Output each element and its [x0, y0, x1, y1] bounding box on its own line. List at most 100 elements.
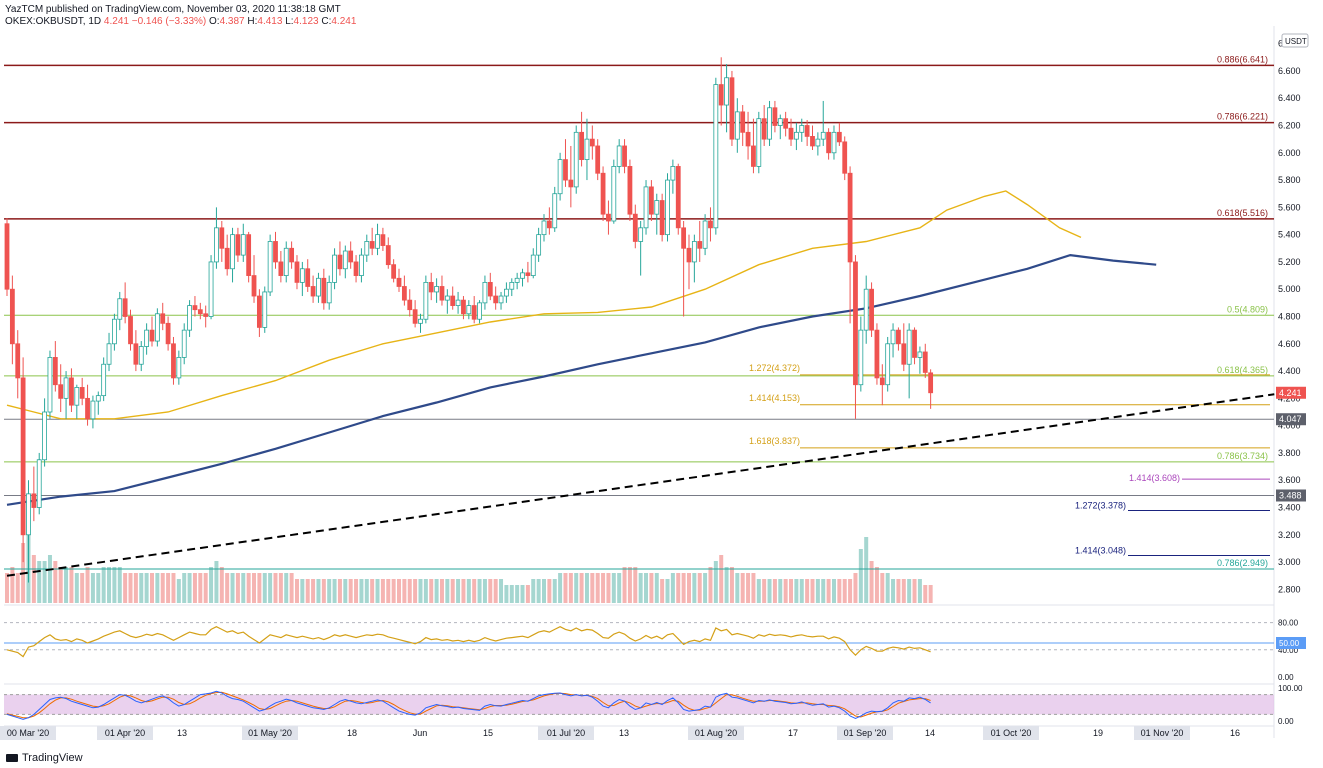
volume-bar: [139, 573, 144, 603]
volume-bar: [74, 573, 79, 603]
candle-body: [686, 247, 692, 263]
y-tick-label: 3.000: [1278, 557, 1301, 567]
candle-body: [847, 172, 853, 263]
volume-bar: [85, 567, 90, 603]
candle-body: [691, 241, 697, 263]
candle-body: [536, 234, 542, 256]
volume-bar: [144, 573, 149, 603]
volume-bar: [805, 579, 810, 603]
candle-body: [525, 272, 531, 276]
candle-body: [546, 220, 552, 229]
candle-body: [734, 111, 740, 140]
candle-body: [885, 343, 891, 386]
volume-bar: [80, 573, 85, 603]
candle-body: [681, 227, 687, 249]
candle-body: [466, 305, 472, 315]
volume-bar: [858, 549, 863, 603]
volume-bar: [182, 573, 187, 603]
volume-bar: [101, 567, 106, 603]
volume-bar: [386, 579, 391, 603]
volume-bar: [670, 573, 675, 603]
volume-bar: [472, 579, 477, 603]
stoch-tick-label: 0.00: [1278, 717, 1294, 726]
volume-bar: [316, 579, 321, 603]
volume-bar: [821, 579, 826, 603]
candle-body: [337, 254, 343, 270]
candle-body: [321, 277, 327, 304]
candle-body: [659, 200, 665, 236]
candle-body: [9, 288, 15, 345]
volume-bar: [547, 579, 552, 603]
candle-body: [530, 254, 536, 276]
candle-body: [171, 343, 176, 379]
candle-body: [477, 302, 482, 320]
volume-bar: [901, 579, 906, 603]
candle-body: [112, 318, 117, 345]
candle-body: [289, 247, 295, 263]
unit-label: USDT: [1285, 37, 1307, 46]
volume-bar: [461, 579, 466, 603]
volume-bar: [928, 585, 933, 603]
volume-bar: [692, 573, 697, 603]
volume-bar: [644, 573, 649, 603]
level-badge: [1276, 413, 1306, 426]
candle-body: [654, 200, 660, 215]
candle-body: [359, 254, 364, 276]
candle-body: [632, 213, 638, 242]
y-tick-label: 5.800: [1278, 175, 1301, 185]
x-tick-bg: [688, 726, 744, 740]
volume-bar: [874, 567, 879, 603]
volume-bar: [606, 573, 611, 603]
candle-body: [573, 131, 579, 188]
candle-body: [197, 309, 203, 315]
candle-body: [117, 298, 123, 320]
volume-bar: [558, 573, 563, 603]
volume-bar: [815, 579, 820, 603]
open-label: O:: [209, 16, 220, 27]
candle-body: [761, 118, 767, 140]
x-tick-bg: [1134, 726, 1190, 740]
volume-bar: [235, 573, 240, 603]
x-tick-label: 01 Nov '20: [1141, 728, 1184, 738]
candle-body: [858, 329, 864, 386]
x-tick-label: 17: [788, 728, 798, 738]
candle-body: [4, 223, 10, 290]
volume-bar: [327, 579, 332, 603]
x-tick-bg: [983, 726, 1039, 740]
volume-bar: [831, 579, 836, 603]
candle-body: [498, 295, 504, 304]
x-tick-bg: [538, 726, 594, 740]
volume-bar: [477, 579, 482, 603]
volume-bar: [160, 573, 165, 603]
volume-bar: [891, 579, 896, 603]
candle-body: [729, 77, 735, 140]
level-badge-label: 4.047: [1279, 414, 1302, 424]
x-tick-label: 15: [483, 728, 493, 738]
volume-bar: [536, 579, 541, 603]
candle-body: [256, 295, 262, 328]
volume-bar: [676, 573, 681, 603]
volume-bar: [343, 579, 348, 603]
candle-body: [224, 247, 230, 270]
x-tick-label: 01 May '20: [248, 728, 292, 738]
candle-body: [385, 245, 391, 266]
candle-body: [47, 357, 53, 413]
x-tick-label: 13: [177, 728, 187, 738]
candle-body: [777, 118, 783, 126]
candle-body: [219, 227, 225, 249]
volume-bar: [230, 573, 235, 603]
volume-bar: [133, 573, 138, 603]
volume-bar: [627, 567, 632, 603]
volume-bar: [187, 573, 192, 603]
volume-bar: [37, 561, 42, 603]
candle-body: [364, 241, 370, 256]
volume-bar: [439, 579, 444, 603]
volume-bar: [337, 579, 342, 603]
volume-bar: [525, 585, 530, 603]
candle-body: [697, 241, 703, 249]
volume-bar: [509, 585, 514, 603]
low-label: L:: [285, 16, 294, 27]
volume-bar: [783, 579, 788, 603]
volume-bar: [837, 579, 842, 603]
candle-body: [230, 234, 235, 270]
